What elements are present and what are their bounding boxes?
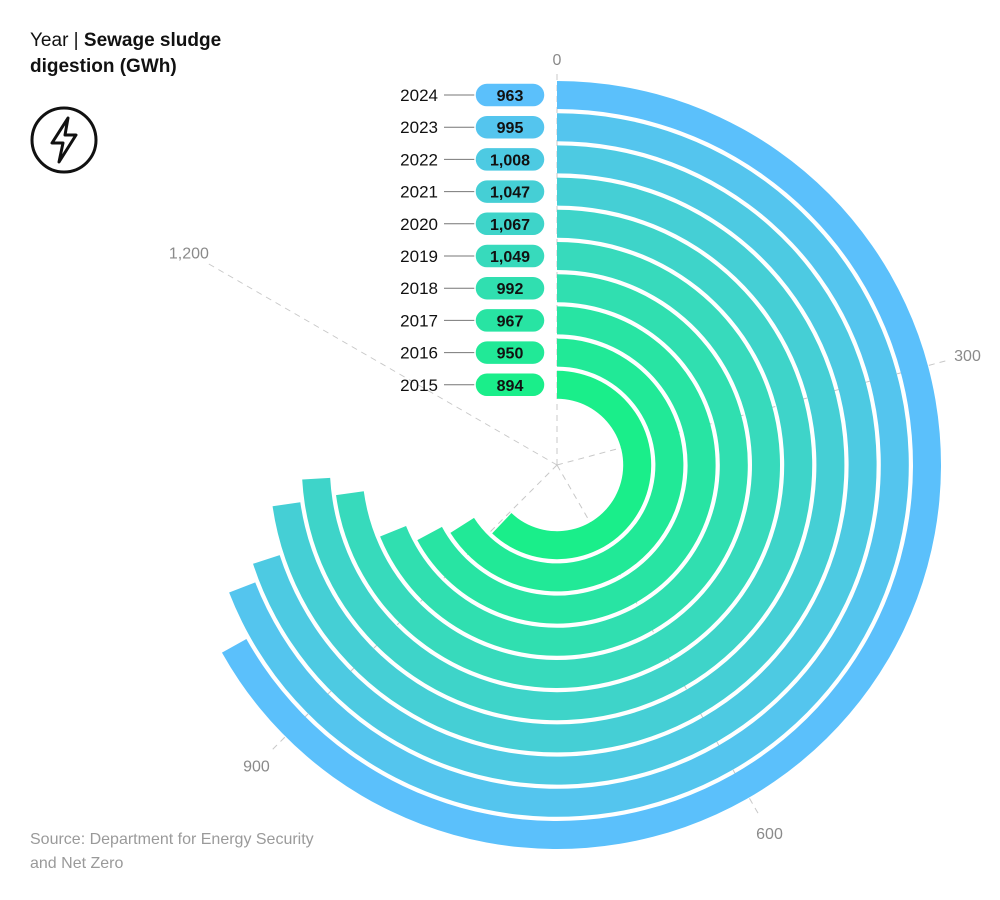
value-pill [474, 339, 546, 366]
value-label-2021: 1,047 [490, 185, 530, 202]
year-label-2015: 2015 [400, 376, 438, 395]
lightning-bolt-icon [28, 104, 100, 176]
value-label-2015: 894 [497, 378, 524, 395]
year-label-2024: 2024 [400, 86, 438, 105]
value-label-2016: 950 [497, 346, 524, 363]
bar-2022 [253, 145, 877, 785]
value-pill [474, 243, 546, 269]
value-pill [474, 114, 546, 140]
axis-tick-label: 300 [954, 348, 981, 365]
chart-axis-ticks: 0 300 600 900 1,200 [169, 52, 981, 843]
chart-title: Year | Sewage sludge digestion (GWh) [30, 28, 290, 80]
year-label-2023: 2023 [400, 118, 438, 137]
value-label-2024: 963 [497, 88, 524, 105]
title-prefix: Year [30, 30, 69, 51]
year-label-2018: 2018 [400, 279, 438, 298]
source-note: Source: Department for Energy Security a… [30, 831, 314, 872]
value-label-2018: 992 [497, 281, 524, 298]
value-label-2019: 1,049 [490, 249, 530, 266]
axis-tick-label: 900 [243, 759, 270, 776]
bar-2015 [492, 370, 652, 560]
gridline [206, 262, 558, 466]
title-separator: | [73, 30, 79, 51]
value-pill [474, 372, 546, 398]
value-label-2022: 1,008 [490, 152, 530, 169]
year-label-2019: 2019 [400, 247, 438, 266]
value-pill [474, 275, 546, 301]
year-label-2022: 2022 [400, 150, 438, 169]
year-label-2016: 2016 [400, 344, 438, 363]
chart-year-labels: 2024 963 2023 995 2022 1,008 2021 1,047 2020 1,06… [400, 82, 546, 398]
value-label-2017: 967 [497, 313, 524, 330]
value-pill [474, 82, 546, 108]
title-main: Sewage sludge digestion (GWh) [30, 30, 222, 77]
value-pill [474, 307, 546, 334]
axis-tick-label: 1,200 [169, 246, 209, 263]
value-pill [474, 146, 546, 173]
axis-tick-label: 600 [756, 826, 783, 843]
value-label-2023: 995 [497, 120, 524, 137]
value-label-2020: 1,067 [490, 217, 530, 234]
axis-tick-label: 0 [553, 52, 562, 69]
value-pill [474, 178, 546, 205]
value-pill [474, 211, 546, 237]
chart-bars [221, 81, 941, 850]
year-label-2017: 2017 [400, 311, 438, 330]
year-label-2020: 2020 [400, 215, 438, 234]
year-label-2021: 2021 [400, 183, 438, 202]
